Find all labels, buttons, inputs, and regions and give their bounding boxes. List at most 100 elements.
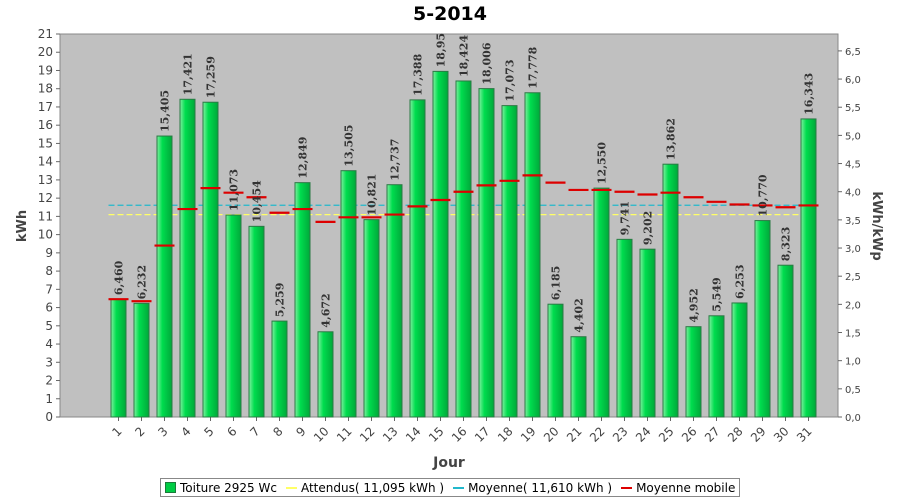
bar [455, 80, 472, 418]
x-tick-label: 26 [679, 424, 700, 445]
bar [340, 170, 357, 418]
data-label: 4,402 [573, 298, 586, 332]
legend-swatch-average [453, 486, 465, 489]
legend-item-average: Moyenne( 11,610 kWh ) [453, 481, 612, 495]
bar [363, 219, 380, 418]
x-axis: 1 2 3 4 5 6 7 8 9 10 11 12 13 14 15 16 17 18 19 20 21 22 23 24 2… [109, 417, 815, 445]
y2-tick-label: 6,0 [845, 75, 861, 86]
bar [524, 92, 541, 418]
y2-tick-label: 5,5 [845, 103, 861, 114]
y-tick-label: 12 [38, 191, 53, 205]
legend-swatch-expected [285, 486, 297, 489]
x-tick-label: 8 [270, 424, 285, 439]
x-tick-label: 27 [702, 424, 723, 445]
bar [317, 331, 334, 418]
x-tick-label: 9 [293, 424, 308, 439]
data-label: 9,202 [642, 211, 655, 245]
legend-swatch-moving-average [621, 486, 633, 489]
x-tick-label: 31 [794, 424, 815, 445]
bar [685, 326, 702, 418]
data-label: 18,006 [481, 42, 494, 84]
data-label: 15,405 [159, 90, 172, 132]
y-tick-label: 8 [45, 264, 53, 278]
bar [248, 225, 265, 418]
bar [478, 88, 495, 418]
x-tick-label: 25 [656, 424, 677, 445]
bar [593, 187, 610, 418]
x-tick-label: 3 [155, 424, 170, 439]
x-tick-label: 13 [380, 424, 401, 445]
y2-tick-label: 1,0 [845, 357, 861, 368]
x-tick-label: 2 [132, 424, 147, 439]
x-tick-label: 29 [748, 424, 769, 445]
bar [110, 298, 127, 418]
y-tick-label: 20 [38, 45, 53, 59]
legend-item-bars: Toiture 2925 Wc [165, 481, 277, 495]
x-axis-label: Jour [432, 455, 465, 471]
y2-axis-label: kWh/kWp [869, 191, 884, 260]
data-label: 17,388 [412, 53, 425, 95]
y2-axis: 0,0 0,5 1,0 1,5 2,0 2,5 3,0 3,5 4,0 4,5 5,0 5,5 6,0 6… [838, 47, 861, 424]
x-tick-label: 23 [610, 424, 631, 445]
legend-label-average: Moyenne( 11,610 kWh ) [468, 480, 613, 495]
y2-tick-label: 1,5 [845, 329, 861, 340]
bar [225, 214, 242, 418]
y-tick-label: 9 [45, 246, 53, 260]
y-tick-label: 16 [38, 118, 53, 132]
data-label: 18,424 [458, 35, 471, 77]
bar [570, 336, 587, 418]
bar [800, 118, 817, 418]
y2-tick-label: 4,0 [845, 188, 861, 199]
legend: Toiture 2925 Wc Attendus( 11,095 kWh ) M… [160, 478, 741, 497]
y2-tick-label: 2,0 [845, 300, 861, 311]
x-tick-label: 6 [224, 424, 239, 439]
data-label: 18,95 [435, 33, 448, 67]
y-tick-label: 14 [38, 155, 53, 169]
data-label: 4,952 [688, 288, 701, 322]
bar [294, 182, 311, 418]
legend-item-expected: Attendus( 11,095 kWh ) [285, 480, 445, 495]
y-tick-label: 21 [38, 27, 53, 41]
legend-label-expected: Attendus( 11,095 kWh ) [300, 480, 445, 495]
bar [432, 70, 449, 418]
data-label: 13,505 [343, 125, 356, 167]
x-tick-label: 24 [633, 424, 654, 445]
y2-tick-label: 0,0 [845, 413, 861, 424]
data-label: 8,323 [780, 227, 793, 261]
data-label: 4,672 [320, 293, 333, 327]
x-tick-label: 1 [109, 424, 124, 439]
x-tick-label: 30 [771, 424, 792, 445]
y2-tick-label: 3,0 [845, 244, 861, 255]
y-tick-label: 0 [45, 410, 53, 424]
chart: 5-2014 012345678910111213141516171819202… [15, 3, 884, 471]
data-label: 17,421 [182, 53, 195, 95]
bar [708, 315, 725, 418]
bar [731, 302, 748, 418]
data-label: 12,849 [297, 137, 310, 179]
x-tick-label: 16 [449, 424, 470, 445]
y-tick-label: 3 [45, 355, 53, 369]
y-tick-label: 17 [38, 100, 53, 114]
y-tick-label: 2 [45, 374, 53, 388]
y-tick-label: 13 [38, 173, 53, 187]
bar [386, 184, 403, 418]
legend-swatch-bars [165, 482, 176, 493]
y-tick-label: 4 [45, 337, 53, 351]
data-label: 5,549 [711, 277, 724, 311]
data-label: 6,253 [734, 265, 747, 299]
x-tick-label: 12 [357, 424, 378, 445]
data-label: 10,821 [366, 174, 379, 216]
x-tick-label: 11 [334, 424, 355, 445]
y-tick-label: 1 [45, 392, 53, 406]
data-label: 6,460 [113, 260, 126, 295]
bar [156, 135, 173, 418]
legend-label-moving-average: Moyenne mobile [636, 480, 736, 495]
data-label: 6,232 [136, 265, 149, 299]
bar [179, 98, 196, 418]
y-tick-label: 18 [38, 82, 53, 96]
bar [202, 101, 219, 418]
bar [616, 238, 633, 418]
y2-tick-label: 6,5 [845, 47, 861, 58]
data-label: 5,259 [274, 283, 287, 317]
